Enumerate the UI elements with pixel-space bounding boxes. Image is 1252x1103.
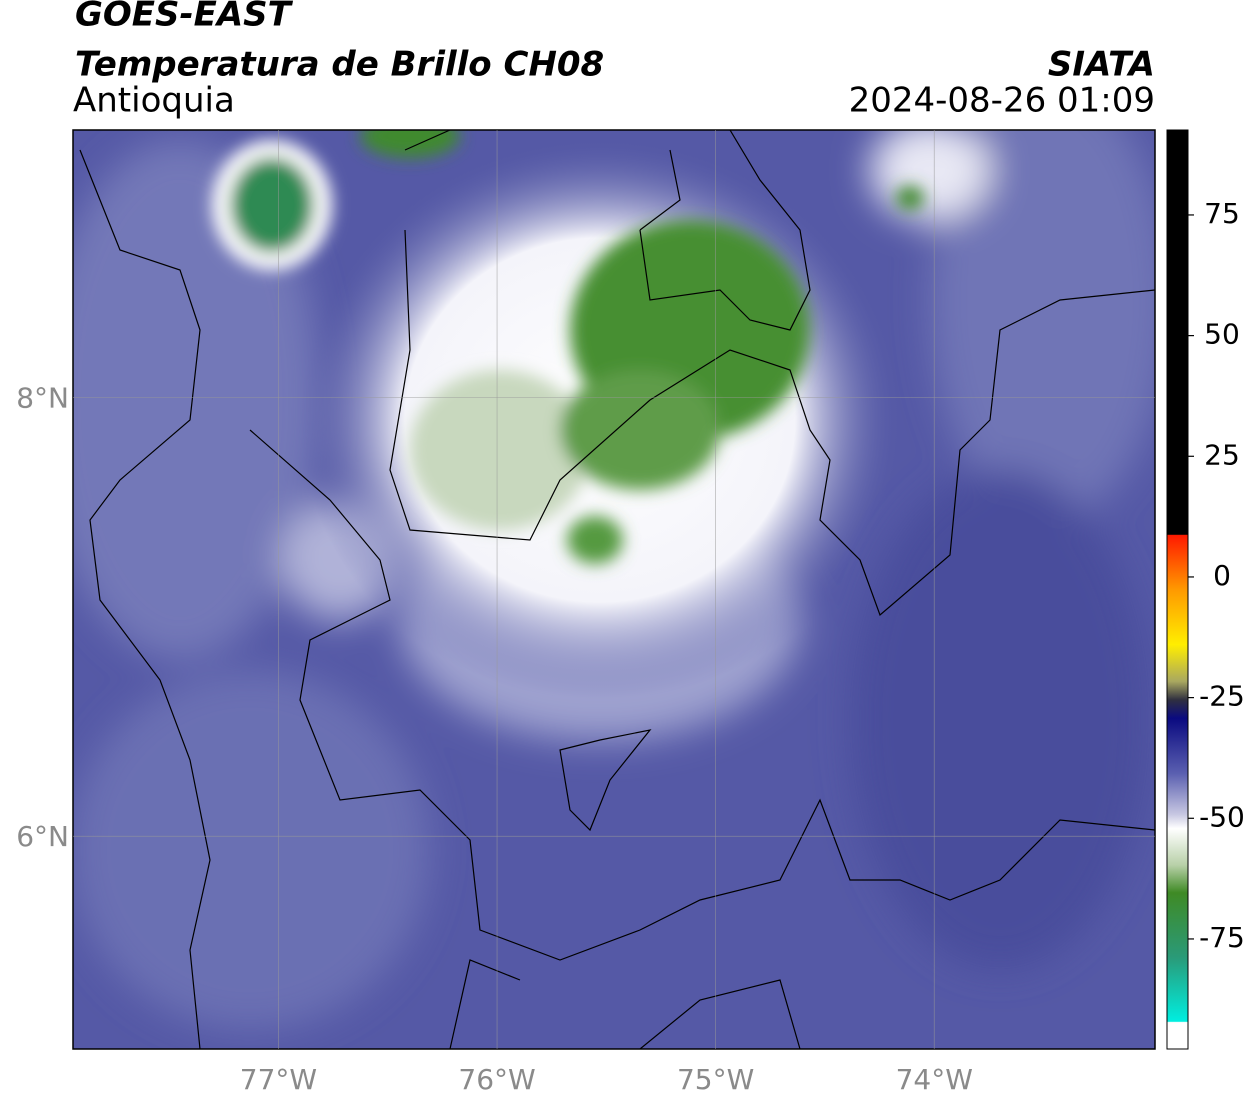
axes: 77°W 76°W 75°W 74°W 8°N 6°N 75 50 25 0 -25 -50 -75 bbox=[16, 130, 1245, 1096]
x-tick-label: 75°W bbox=[677, 1063, 754, 1096]
colorbar-tick-label: -75 bbox=[1199, 921, 1245, 954]
x-tick-label: 74°W bbox=[896, 1063, 973, 1096]
x-tick-label: 76°W bbox=[458, 1063, 535, 1096]
x-tick-label: 77°W bbox=[240, 1063, 317, 1096]
datetime: 2024-08-26 01:09 bbox=[849, 81, 1155, 121]
y-tick-label: 6°N bbox=[16, 820, 69, 853]
y-tick-label: 8°N bbox=[16, 382, 69, 415]
map-frame bbox=[72, 129, 1156, 1050]
colorbar-tick-label: 25 bbox=[1204, 438, 1240, 471]
region: Antioquia bbox=[73, 81, 235, 121]
colorbar-tick-label: 50 bbox=[1204, 318, 1240, 351]
colorbar-tick-label: 0 bbox=[1213, 559, 1231, 592]
map-image bbox=[73, 130, 1155, 1049]
colorbar-tick-label: -50 bbox=[1199, 800, 1245, 833]
source: SIATA bbox=[1048, 45, 1155, 85]
colorbar-tick-label: -25 bbox=[1199, 680, 1245, 713]
colorbar-tick-label: 75 bbox=[1204, 197, 1240, 230]
colorbar bbox=[1166, 129, 1189, 1050]
title: GOES-EAST bbox=[75, 0, 294, 35]
subtitle: Temperatura de Brillo CH08 bbox=[75, 45, 604, 85]
